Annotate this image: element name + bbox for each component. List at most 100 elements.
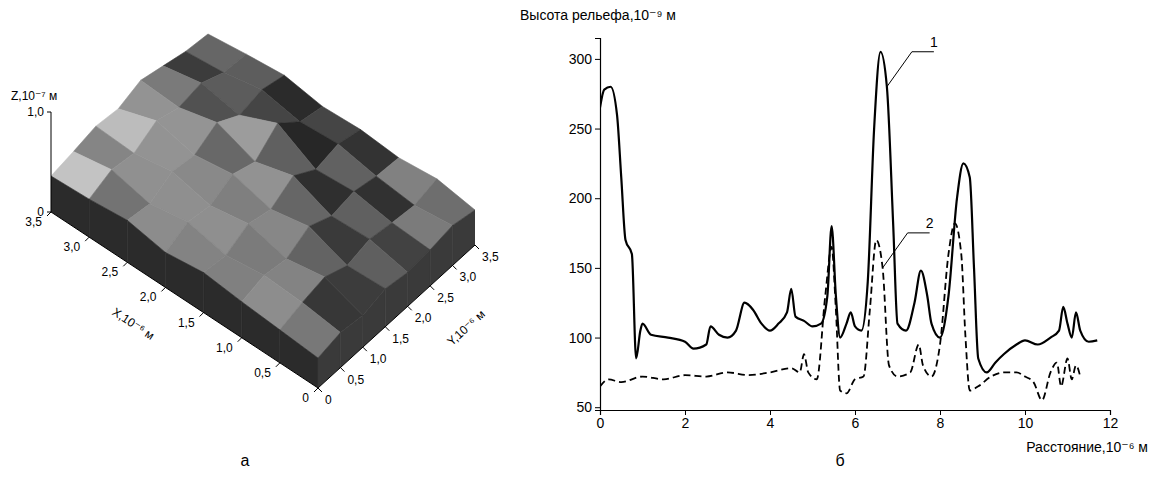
y-tick: [385, 327, 389, 331]
z-axis-title: Z,10⁻⁷ м: [11, 89, 57, 103]
surface-side: [242, 302, 280, 363]
y-tick: 100: [569, 330, 600, 346]
surface-side: [204, 273, 242, 338]
axes: 0 0,5 1,0 1,5 2,0 2,5 3,0 3,5 0 0,5 1,0 1,5 2,0 2,5 3,…: [11, 89, 499, 407]
x-tick-label: 12: [1103, 415, 1119, 431]
x-tick-label: 2,5: [102, 265, 119, 279]
surface-side: [363, 289, 385, 347]
x-tick-label: 3,0: [63, 240, 80, 254]
surface-side: [165, 252, 203, 312]
x-tick: [123, 262, 127, 266]
surface-side: [385, 272, 407, 326]
surface-side: [453, 210, 475, 265]
z-axis-line: [51, 112, 52, 212]
x-tick: [200, 313, 204, 317]
x-tick: [47, 212, 51, 216]
y-tick-mark: [595, 129, 600, 130]
x-tick-label: 0: [597, 415, 605, 431]
y-axis: 50 100 150 200 250 300: [569, 39, 601, 416]
surface-side: [318, 333, 340, 388]
y-axis-title: Высота рельефа,10⁻⁹ м: [520, 7, 676, 23]
x-tick-label: 6: [852, 415, 860, 431]
y-tick: [430, 286, 434, 290]
x-axis-line: [51, 212, 318, 388]
y-tick: [318, 388, 322, 392]
annotations: 12: [883, 34, 938, 268]
figure: 0 0,5 1,0 1,5 2,0 2,5 3,0 3,5 0 0,5 1,0 1,5 2,0 2,5 3,…: [0, 0, 1158, 478]
y-tick-mark: [595, 407, 600, 408]
x-tick-label: 0: [302, 391, 309, 405]
leader-line: [883, 233, 930, 268]
x-tick: 6: [852, 410, 860, 431]
surface-side: [280, 330, 318, 388]
x-tick-label: 1,0: [216, 341, 233, 355]
panel-label: б: [835, 452, 844, 469]
y-tick-label: 0: [325, 393, 332, 407]
surface-marks: [51, 34, 475, 388]
z-tick-label: 1,0: [27, 105, 44, 119]
plot-marks: [600, 52, 1097, 400]
x-axis-title: Расстояние,10⁻⁶ м: [1026, 439, 1148, 455]
y-tick: 200: [569, 190, 600, 206]
y-tick-label: 2,0: [415, 311, 432, 325]
y-tick: 50: [576, 399, 600, 415]
x-tick: [314, 388, 318, 392]
x-tick: 12: [1103, 410, 1119, 431]
x-axis: 0 2 4 6 8 10 12: [597, 410, 1119, 431]
y-tick-label: 3,0: [460, 270, 477, 284]
y-tick-label: 50: [576, 399, 592, 415]
y-axis-title: Y,10⁻⁶ м: [444, 307, 487, 348]
x-tick: [238, 338, 242, 342]
surface-side: [430, 225, 452, 285]
leader-line: [887, 52, 934, 87]
z-tick: [47, 212, 51, 213]
x-tick-label: 1,5: [178, 316, 195, 330]
y-axis-line: [595, 39, 601, 411]
x-tick-label: 2,0: [140, 290, 157, 304]
x-tick: [85, 237, 89, 241]
x-tick-label: 2: [682, 415, 690, 431]
y-tick: 250: [569, 121, 600, 137]
x-axis-title: X,10⁻⁶ м: [110, 305, 157, 343]
y-tick-label: 1,0: [370, 352, 387, 366]
panel-label: а: [241, 452, 250, 469]
surface-side: [340, 315, 362, 367]
z-tick: [47, 112, 51, 113]
y-tick-mark: [595, 198, 600, 199]
y-tick: 150: [569, 260, 600, 276]
y-tick: [475, 245, 479, 249]
panel-line: 0246810125010015020025030012Высота релье…: [520, 7, 1148, 469]
y-tick: 300: [569, 51, 600, 67]
panel-surface: 0 0,5 1,0 1,5 2,0 2,5 3,0 3,5 0 0,5 1,0 1,5 2,0 2,5 3,…: [11, 34, 499, 469]
series-line: [600, 52, 1097, 372]
x-tick: 10: [1018, 410, 1034, 431]
x-tick: 4: [767, 410, 775, 431]
y-tick: [363, 347, 367, 351]
x-tick-label: 0,5: [254, 366, 271, 380]
x-tick: 8: [937, 410, 945, 431]
y-tick-label: 1,5: [392, 332, 409, 346]
y-tick-label: 2,5: [437, 291, 454, 305]
annotation-label: 1: [930, 34, 938, 50]
surface-side: [408, 250, 430, 306]
y-tick-label: 200: [569, 190, 593, 206]
y-tick-mark: [595, 268, 600, 269]
y-tick-label: 3,5: [482, 250, 499, 264]
y-tick-label: 300: [569, 51, 593, 67]
series-line: [600, 223, 1080, 400]
y-tick-label: 250: [569, 121, 593, 137]
y-tick-mark: [595, 59, 600, 60]
x-tick-label: 4: [767, 415, 775, 431]
surface-side: [127, 220, 165, 287]
y-tick-label: 150: [569, 260, 593, 276]
y-tick: [408, 306, 412, 310]
y-tick-mark: [595, 338, 600, 339]
y-tick: [340, 368, 344, 372]
x-tick: [161, 287, 165, 291]
x-tick-label: 8: [937, 415, 945, 431]
annotation-label: 2: [926, 215, 934, 231]
y-tick-label: 0,5: [347, 373, 364, 387]
x-tick: [276, 363, 280, 367]
z-tick-label: 0: [37, 205, 44, 219]
y-axis-line: [318, 245, 475, 388]
